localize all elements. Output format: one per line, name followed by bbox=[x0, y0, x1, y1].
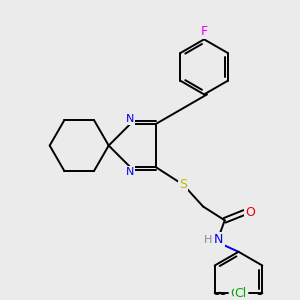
Text: N: N bbox=[126, 167, 134, 177]
Text: Cl: Cl bbox=[230, 286, 242, 300]
Text: F: F bbox=[200, 25, 208, 38]
Text: S: S bbox=[179, 178, 188, 191]
Text: N: N bbox=[214, 233, 224, 247]
Text: O: O bbox=[245, 206, 255, 219]
Text: H: H bbox=[204, 235, 212, 245]
Text: N: N bbox=[126, 114, 134, 124]
Text: Cl: Cl bbox=[235, 286, 247, 300]
